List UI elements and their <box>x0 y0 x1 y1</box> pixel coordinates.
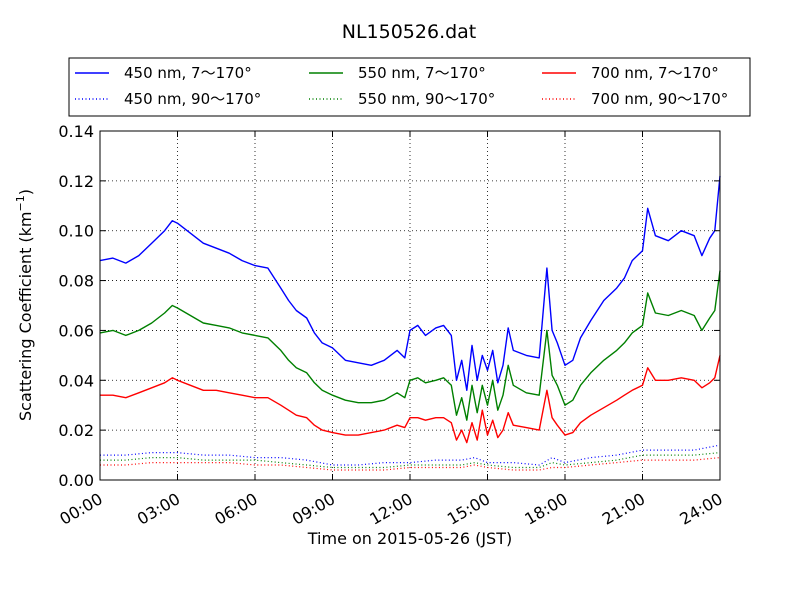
x-axis-label: Time on 2015-05-26 (JST) <box>307 529 512 548</box>
chart-title: NL150526.dat <box>342 21 477 43</box>
y-tick-label: 0.08 <box>58 272 94 291</box>
y-tick-label: 0.00 <box>58 471 94 490</box>
x-tick-label: 06:00 <box>211 489 260 529</box>
legend: 450 nm, 7～170° 550 nm, 7～170° 700 nm, 7～17… <box>68 57 751 117</box>
y-axis-label-exponent: −1 <box>14 195 27 211</box>
x-tick-label: 24:00 <box>676 489 725 529</box>
grid-lines <box>100 131 720 480</box>
series-line-2 <box>100 355 721 444</box>
legend-label-4: 550 nm, 90～170° <box>358 90 495 108</box>
x-tick-label: 00:00 <box>56 489 105 529</box>
x-tick-label: 18:00 <box>521 489 570 529</box>
legend-label-5: 700 nm, 90～170° <box>591 90 728 108</box>
data-series <box>99 175 721 471</box>
series-line-3 <box>100 444 721 466</box>
y-tick-label: 0.02 <box>58 421 94 440</box>
series-line-1 <box>99 270 721 421</box>
series-line-0 <box>99 175 721 391</box>
plot-area: 00:00 03:00 06:00 09:00 12:00 15:00 18:00 21:00… <box>56 122 725 529</box>
legend-label-0: 450 nm, 7～170° <box>124 64 252 82</box>
series-line-5 <box>100 457 721 471</box>
x-tick-label: 09:00 <box>289 489 338 529</box>
y-tick-label: 0.06 <box>58 321 94 340</box>
legend-label-3: 450 nm, 90～170° <box>124 90 261 108</box>
y-tick-label: 0.12 <box>58 172 94 191</box>
plot-background <box>100 131 720 480</box>
y-tick-label: 0.04 <box>58 371 94 390</box>
y-axis-label: Scattering Coefficient (km−1) <box>14 189 35 421</box>
x-tick-label: 12:00 <box>366 489 415 529</box>
y-axis-label-close: ) <box>16 189 35 195</box>
x-tick-label: 21:00 <box>599 489 648 529</box>
legend-label-2: 700 nm, 7～170° <box>591 64 719 82</box>
y-axis-label-main: Scattering Coefficient (km <box>16 211 35 421</box>
legend-label-1: 550 nm, 7～170° <box>358 64 486 82</box>
x-tick-label: 15:00 <box>444 489 493 529</box>
y-tick-label: 0.10 <box>58 222 94 241</box>
x-tick-label: 03:00 <box>134 489 183 529</box>
legend-frame <box>68 57 751 117</box>
series-line-4 <box>100 452 721 469</box>
y-tick-label: 0.14 <box>58 122 94 141</box>
